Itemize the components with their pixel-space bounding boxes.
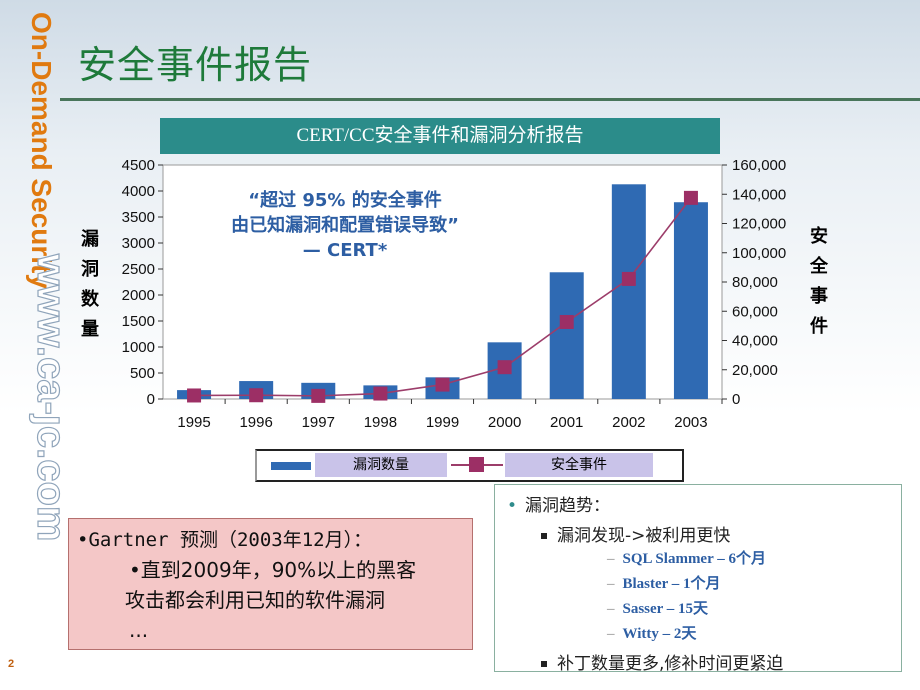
left-axis-label-char: 量	[81, 319, 99, 340]
bar	[611, 184, 646, 399]
x-tick-label: 2000	[488, 414, 521, 431]
left-tick-label: 3000	[122, 235, 155, 252]
trend-item-text: Sasser – 15天	[622, 601, 709, 617]
left-tick-label: 2500	[122, 261, 155, 278]
dash-bullet-icon: –	[607, 601, 615, 617]
left-tick-label: 4000	[122, 183, 155, 200]
right-axis-label-char: 事	[810, 286, 828, 307]
right-tick-label: 60,000	[732, 303, 778, 320]
left-tick-label: 1500	[122, 313, 155, 330]
dash-bullet-icon: –	[607, 626, 615, 642]
side-logo-text: On-Demand Security	[26, 12, 57, 289]
incident-marker	[435, 377, 450, 392]
quote-line-2: 由已知漏洞和配置错误导致”	[231, 215, 459, 236]
dash-bullet-icon: –	[607, 576, 615, 592]
bar	[673, 202, 708, 399]
trend-item: – SQL Slammer – 6个月	[607, 547, 766, 568]
gartner-line-4: ...	[129, 618, 149, 642]
legend-line-swatch	[451, 457, 503, 472]
right-axis-label-char: 件	[810, 316, 828, 337]
gartner-line-2: •直到2009年，90%以上的黑客	[129, 558, 417, 582]
right-axis-label-char: 安	[810, 226, 828, 247]
right-tick-label: 160,000	[732, 157, 786, 174]
page-title: 安全事件报告	[78, 43, 313, 87]
incident-marker	[559, 314, 574, 329]
page-number: 2	[8, 658, 15, 670]
trend-item-text: SQL Slammer – 6个月	[622, 551, 766, 567]
x-tick-label: 2001	[550, 414, 583, 431]
right-tick-label: 0	[732, 391, 740, 408]
left-axis-label-char: 数	[81, 289, 99, 310]
dash-bullet-icon: –	[607, 551, 615, 567]
trend-item-text: Witty – 2天	[622, 626, 697, 642]
chart-legend: 漏洞数量 安全事件	[255, 449, 684, 482]
trend-heading: • 漏洞趋势：	[507, 491, 610, 516]
incident-marker	[621, 271, 636, 286]
x-tick-label: 1997	[302, 414, 335, 431]
trend-item: – Blaster – 1个月	[607, 572, 721, 593]
right-tick-label: 80,000	[732, 274, 778, 291]
left-tick-label: 1000	[122, 339, 155, 356]
chart-title: CERT/CC安全事件和漏洞分析报告	[160, 118, 720, 154]
x-tick-label: 2002	[612, 414, 645, 431]
incident-marker	[373, 386, 388, 401]
incident-marker	[311, 388, 326, 403]
trend-point-1-text: 漏洞发现->被利用更快	[557, 526, 731, 546]
trend-point-1: 漏洞发现->被利用更快	[541, 521, 730, 546]
gartner-line-1: •Gartner 预测（2003年12月）：	[77, 529, 373, 551]
square-bullet-icon	[541, 661, 547, 667]
incident-marker	[187, 388, 202, 403]
trend-heading-text: 漏洞趋势：	[525, 496, 611, 516]
left-axis-label-char: 漏	[81, 229, 99, 250]
side-logo: On-Demand Security www.ca-jc.com	[26, 12, 62, 542]
vulnerability-trend-box: • 漏洞趋势： 漏洞发现->被利用更快 – SQL Slammer – 6个月 – B…	[494, 484, 902, 674]
x-tick-label: 1999	[426, 414, 459, 431]
bullet-dot-icon: •	[507, 496, 518, 516]
left-tick-label: 4500	[122, 157, 155, 174]
title-divider	[60, 98, 920, 101]
bar	[549, 272, 584, 399]
x-tick-label: 1998	[364, 414, 397, 431]
gartner-callout: •Gartner 预测（2003年12月）： •直到2009年，90%以上的黑客…	[68, 518, 473, 650]
left-tick-label: 500	[130, 365, 155, 382]
left-tick-label: 2000	[122, 287, 155, 304]
right-tick-label: 120,000	[732, 216, 786, 233]
quote-line-1: “超过 95% 的安全事件	[248, 190, 442, 211]
cert-quote: “超过 95% 的安全事件 由已知漏洞和配置错误导致” — CERT*	[200, 188, 490, 263]
trend-item: – Witty – 2天	[607, 622, 696, 643]
legend-label-incidents: 安全事件	[505, 453, 653, 477]
left-tick-label: 3500	[122, 209, 155, 226]
trend-item-text: Blaster – 1个月	[622, 576, 721, 592]
quote-line-3: — CERT*	[302, 240, 388, 261]
left-axis-label: 漏 洞 数 量	[79, 225, 101, 345]
left-axis-label-char: 洞	[81, 259, 99, 280]
x-tick-label: 1995	[177, 414, 210, 431]
x-tick-label: 1996	[239, 414, 272, 431]
legend-label-vulnerabilities: 漏洞数量	[315, 453, 447, 477]
square-bullet-icon	[541, 533, 547, 539]
gartner-line-3: 攻击都会利用已知的软件漏洞	[125, 588, 385, 612]
right-axis-label: 安 全 事 件	[808, 222, 830, 342]
legend-bar-swatch	[271, 462, 311, 470]
side-url-text: www.ca-jc.com	[29, 253, 62, 542]
left-tick-label: 0	[147, 391, 155, 408]
incident-marker	[249, 388, 264, 403]
trend-item: – Sasser – 15天	[607, 597, 708, 618]
right-tick-label: 140,000	[732, 186, 786, 203]
trend-point-2: 补丁数量更多,修补时间更紧迫	[541, 649, 783, 674]
right-tick-label: 40,000	[732, 333, 778, 350]
incident-marker	[683, 190, 698, 205]
right-tick-label: 20,000	[732, 362, 778, 379]
trend-point-2-text: 补丁数量更多,修补时间更紧迫	[557, 654, 784, 674]
right-axis-label-char: 全	[810, 256, 828, 277]
right-tick-label: 100,000	[732, 245, 786, 262]
x-tick-label: 2003	[674, 414, 707, 431]
incident-marker	[497, 360, 512, 375]
